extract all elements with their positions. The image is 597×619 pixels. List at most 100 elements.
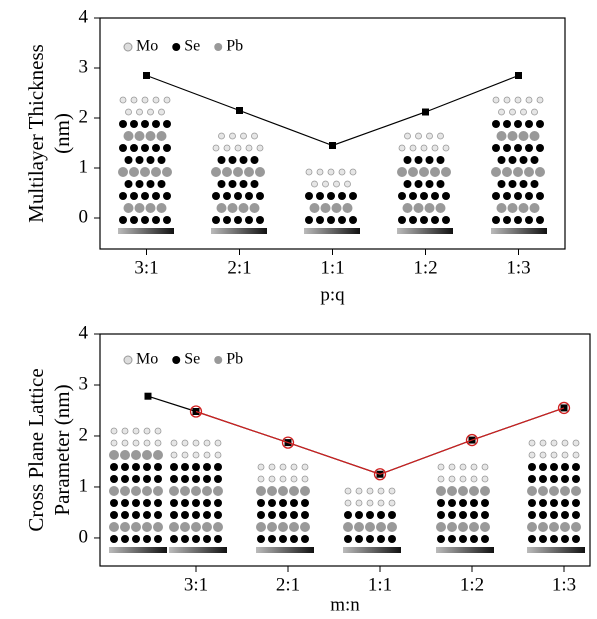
atom: [509, 108, 516, 116]
atom: [301, 511, 309, 519]
atom: [436, 522, 446, 532]
atom: [142, 450, 152, 460]
y-tick-label: 3: [79, 373, 89, 394]
legend-swatch: [172, 356, 181, 364]
atom: [414, 180, 423, 188]
atom: [536, 96, 544, 104]
atom: [561, 463, 569, 471]
atom: [119, 144, 127, 152]
atom: [110, 439, 118, 447]
atom: [571, 522, 581, 532]
atom: [300, 486, 310, 496]
atom: [448, 475, 456, 483]
atom: [191, 522, 201, 532]
atom: [425, 156, 434, 164]
atom: [344, 487, 352, 495]
atom: [539, 511, 547, 519]
atom: [402, 203, 413, 213]
y-tick-label: 4: [79, 322, 89, 343]
atom: [530, 156, 539, 164]
atom: [349, 216, 357, 224]
atom: [514, 192, 522, 200]
atom: [191, 486, 201, 496]
atom: [550, 439, 558, 447]
atom: [229, 132, 236, 140]
x-tick-label: 1:3: [552, 574, 576, 595]
atom: [560, 486, 570, 496]
atom: [214, 451, 222, 459]
atom: [125, 108, 132, 116]
atom: [203, 511, 211, 519]
atom: [217, 180, 226, 188]
atom: [355, 487, 363, 495]
atom: [459, 499, 467, 507]
substrate: [491, 228, 547, 234]
atom: [437, 535, 445, 543]
atom: [110, 511, 118, 519]
atom: [192, 535, 200, 543]
atom: [154, 535, 162, 543]
atom: [152, 96, 160, 104]
point: [557, 401, 571, 415]
y-axis-label: Parameter (nm): [50, 384, 74, 515]
atom: [135, 180, 144, 188]
atom: [413, 203, 424, 213]
atom: [152, 144, 160, 152]
y-tick-label: 2: [79, 424, 89, 445]
atom: [134, 203, 145, 213]
x-axis-label: m:n: [330, 594, 360, 615]
atom: [141, 120, 149, 128]
atom: [163, 144, 171, 152]
atom: [327, 192, 335, 200]
atom: [156, 203, 167, 213]
atom: [539, 463, 547, 471]
atom: [435, 203, 446, 213]
atom: [202, 522, 212, 532]
atom: [154, 463, 162, 471]
atom: [354, 522, 364, 532]
point: [515, 72, 522, 79]
atom: [132, 511, 140, 519]
atom: [120, 522, 130, 532]
atom: [121, 427, 129, 435]
atom: [136, 108, 143, 116]
atom: [110, 427, 118, 435]
atom: [212, 192, 220, 200]
atom: [349, 168, 357, 176]
atom: [309, 203, 320, 213]
atom: [528, 475, 536, 483]
x-tick-label: 3:1: [184, 574, 208, 595]
legend-swatch: [214, 356, 223, 364]
atom: [528, 499, 536, 507]
atom: [469, 486, 479, 496]
atom: [250, 180, 259, 188]
atom: [213, 522, 223, 532]
atom: [192, 451, 200, 459]
atom: [203, 475, 211, 483]
atom: [513, 167, 523, 177]
atom: [355, 499, 363, 507]
atom: [163, 192, 171, 200]
atom: [223, 192, 231, 200]
atom: [561, 499, 569, 507]
substrate: [118, 228, 174, 234]
atom: [119, 96, 127, 104]
atom: [180, 486, 190, 496]
atom: [268, 511, 276, 519]
atom: [141, 96, 149, 104]
atom: [503, 192, 511, 200]
atom: [123, 203, 134, 213]
atom: [181, 451, 189, 459]
atom: [528, 535, 536, 543]
atom: [507, 131, 518, 141]
atom: [425, 180, 434, 188]
legend-label: Se: [184, 38, 200, 55]
atom: [536, 216, 544, 224]
atom: [223, 216, 231, 224]
atom: [170, 475, 178, 483]
atom: [163, 96, 171, 104]
y-tick-label: 4: [79, 6, 89, 27]
atom: [157, 180, 166, 188]
substrate: [304, 228, 360, 234]
